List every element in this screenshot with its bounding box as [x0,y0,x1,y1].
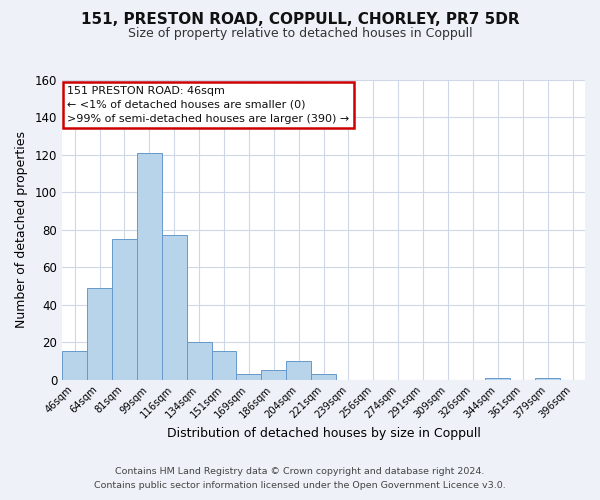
Bar [262,370,286,380]
Bar [62,352,87,380]
Text: Contains HM Land Registry data © Crown copyright and database right 2024.: Contains HM Land Registry data © Crown c… [115,467,485,476]
Text: Contains public sector information licensed under the Open Government Licence v3: Contains public sector information licen… [94,481,506,490]
Bar [137,153,162,380]
Bar [485,378,511,380]
Bar [212,352,236,380]
Bar [112,239,137,380]
Bar [87,288,112,380]
Bar [535,378,560,380]
Bar [286,361,311,380]
Y-axis label: Number of detached properties: Number of detached properties [15,132,28,328]
X-axis label: Distribution of detached houses by size in Coppull: Distribution of detached houses by size … [167,427,481,440]
Bar [162,236,187,380]
Text: Size of property relative to detached houses in Coppull: Size of property relative to detached ho… [128,28,472,40]
Bar [236,374,262,380]
Text: 151, PRESTON ROAD, COPPULL, CHORLEY, PR7 5DR: 151, PRESTON ROAD, COPPULL, CHORLEY, PR7… [80,12,520,28]
Bar [187,342,212,380]
Text: 151 PRESTON ROAD: 46sqm
← <1% of detached houses are smaller (0)
>99% of semi-de: 151 PRESTON ROAD: 46sqm ← <1% of detache… [67,86,350,124]
Bar [311,374,336,380]
